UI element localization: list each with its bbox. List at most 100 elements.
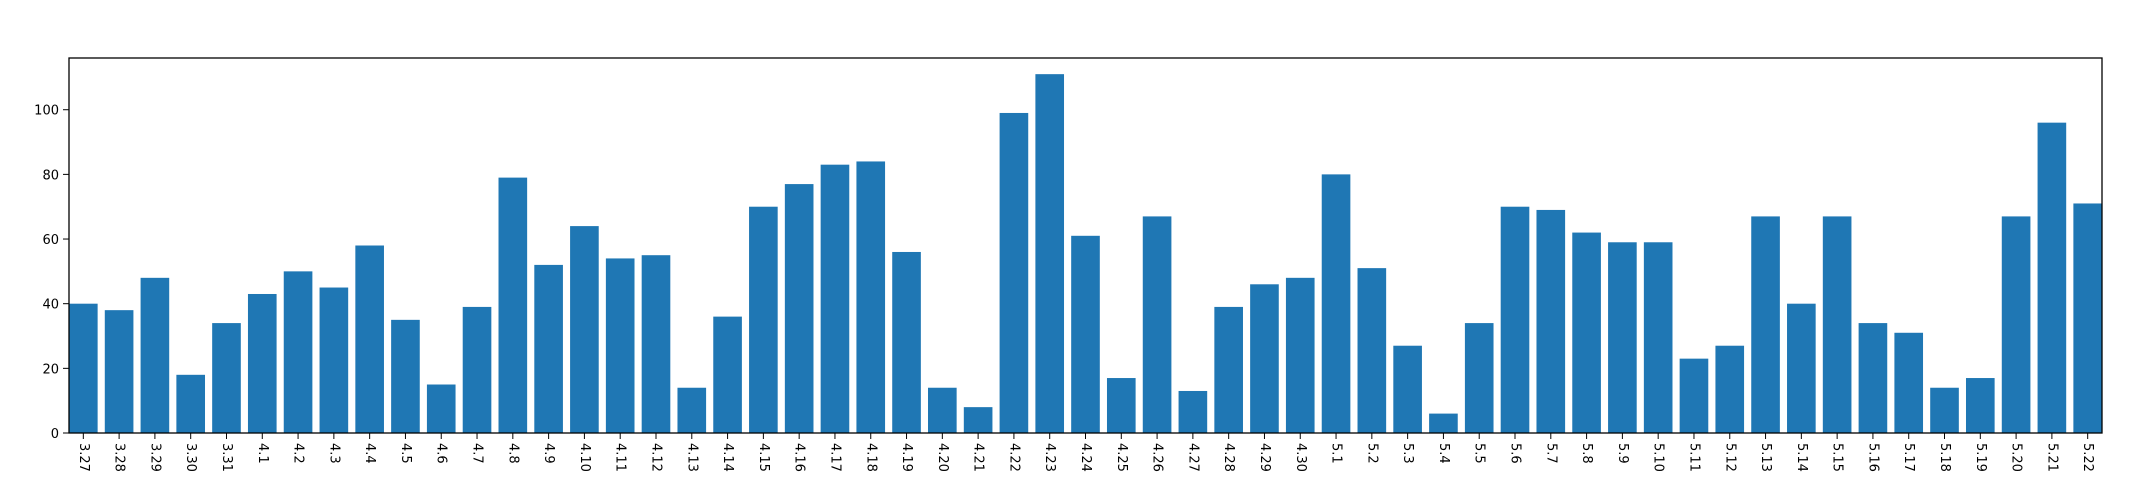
x-tick-label: 4.20 (935, 443, 950, 472)
bar-4.14 (713, 316, 742, 433)
x-tick-label: 4.12 (648, 443, 663, 472)
x-tick-label: 5.22 (2080, 443, 2095, 472)
bar-4.8 (498, 177, 528, 433)
bar-4.19 (892, 251, 921, 433)
bar-4.26 (1142, 216, 1172, 433)
bar-5.7 (1536, 209, 1566, 433)
bar-4.17 (820, 164, 850, 433)
y-axis: 0 20 40 60 80 100 (34, 104, 69, 442)
bar-4.25 (1106, 378, 1136, 433)
bar-5.12 (1715, 345, 1745, 433)
bar-4.23 (1035, 74, 1065, 433)
bar-5.18 (1930, 387, 1959, 433)
x-tick-label: 5.21 (2044, 443, 2059, 472)
y-tick-label: 20 (42, 362, 59, 377)
bar-5.4 (1429, 413, 1458, 433)
bar-5.8 (1572, 232, 1601, 433)
bar-4.7 (462, 306, 492, 433)
x-tick-label: 4.13 (684, 443, 699, 472)
x-axis: 3.27 3.28 3.29 3.30 3.31 4.1 4.2 4.3 4.4 4.5 4.6 4.… (76, 433, 2095, 472)
x-tick-label: 4.17 (827, 443, 842, 472)
x-tick-label: 5.8 (1579, 443, 1594, 464)
bar-4.21 (963, 407, 993, 433)
x-tick-label: 4.29 (1257, 443, 1272, 472)
y-tick-label: 100 (34, 104, 59, 119)
y-tick-label: 40 (42, 298, 59, 313)
x-tick-label: 4.15 (756, 443, 771, 472)
bar-5.13 (1751, 216, 1780, 433)
x-tick-label: 4.6 (434, 443, 449, 464)
bar-4.9 (534, 264, 563, 433)
bar-5.1 (1321, 174, 1351, 433)
x-tick-label: 4.23 (1042, 443, 1057, 472)
bar-4.10 (570, 226, 599, 433)
bar-3.29 (140, 277, 170, 433)
x-tick-label: 4.2 (291, 443, 306, 464)
bar-4.22 (999, 112, 1029, 434)
bar-3.27 (69, 303, 98, 433)
bar-4.30 (1285, 277, 1315, 433)
bar-4.24 (1071, 235, 1100, 433)
x-tick-label: 5.4 (1436, 443, 1451, 464)
plot-frame (68, 57, 2103, 434)
x-tick-label: 3.27 (76, 443, 91, 472)
x-tick-label: 4.28 (1221, 443, 1236, 472)
bar-3.28 (104, 310, 134, 433)
x-tick-label: 4.16 (792, 443, 807, 472)
x-tick-label: 5.16 (1865, 443, 1880, 472)
x-tick-label: 5.5 (1472, 443, 1487, 464)
bar-4.18 (856, 161, 886, 433)
x-tick-label: 4.22 (1006, 443, 1021, 472)
x-tick-label: 3.29 (147, 443, 162, 472)
bar-5.14 (1787, 303, 1816, 433)
bars-group (69, 74, 2102, 434)
bar-5.3 (1393, 345, 1422, 433)
x-tick-label: 4.11 (613, 443, 628, 472)
x-tick-label: 3.28 (112, 443, 127, 472)
bar-5.22 (2073, 203, 2102, 433)
x-tick-label: 5.9 (1615, 443, 1630, 464)
bar-5.16 (1858, 323, 1888, 433)
bar-3.31 (212, 323, 241, 433)
x-tick-label: 4.5 (398, 443, 413, 464)
bar-5.17 (1894, 332, 1924, 433)
x-tick-label: 4.3 (326, 443, 341, 464)
x-tick-label: 4.25 (1114, 443, 1129, 472)
bar-5.9 (1608, 242, 1637, 433)
bar-5.10 (1643, 242, 1673, 433)
x-tick-label: 5.19 (1973, 443, 1988, 472)
x-tick-label: 5.12 (1722, 443, 1737, 472)
bar-5.6 (1500, 206, 1530, 433)
x-tick-label: 5.18 (1937, 443, 1952, 472)
bar-4.4 (355, 245, 384, 433)
x-tick-label: 5.11 (1686, 443, 1701, 472)
x-tick-label: 5.17 (1901, 443, 1916, 472)
bar-5.2 (1357, 268, 1387, 433)
x-tick-label: 3.30 (183, 443, 198, 472)
bar-5.15 (1822, 216, 1852, 433)
x-tick-label: 4.7 (470, 443, 485, 464)
y-tick-label: 60 (42, 233, 59, 248)
x-tick-label: 4.27 (1185, 443, 1200, 472)
x-tick-label: 4.26 (1150, 443, 1165, 472)
x-tick-label: 5.6 (1508, 443, 1523, 464)
bar-5.21 (2037, 122, 2067, 433)
x-tick-label: 4.18 (863, 443, 878, 472)
bar-5.19 (1965, 378, 1995, 433)
bar-4.5 (391, 319, 420, 433)
x-tick-label: 4.4 (362, 443, 377, 464)
x-tick-label: 4.19 (899, 443, 914, 472)
x-tick-label: 3.31 (219, 443, 234, 472)
bar-4.6 (426, 384, 456, 433)
x-tick-label: 5.10 (1651, 443, 1666, 472)
x-tick-label: 5.1 (1329, 443, 1344, 464)
x-tick-label: 4.24 (1078, 443, 1093, 472)
bar-5.5 (1464, 323, 1494, 433)
bar-5.11 (1679, 358, 1709, 433)
x-tick-label: 5.2 (1364, 443, 1379, 464)
y-tick-label: 0 (51, 427, 59, 442)
x-tick-label: 5.13 (1758, 443, 1773, 472)
x-tick-label: 5.20 (2009, 443, 2024, 472)
x-tick-label: 4.30 (1293, 443, 1308, 472)
